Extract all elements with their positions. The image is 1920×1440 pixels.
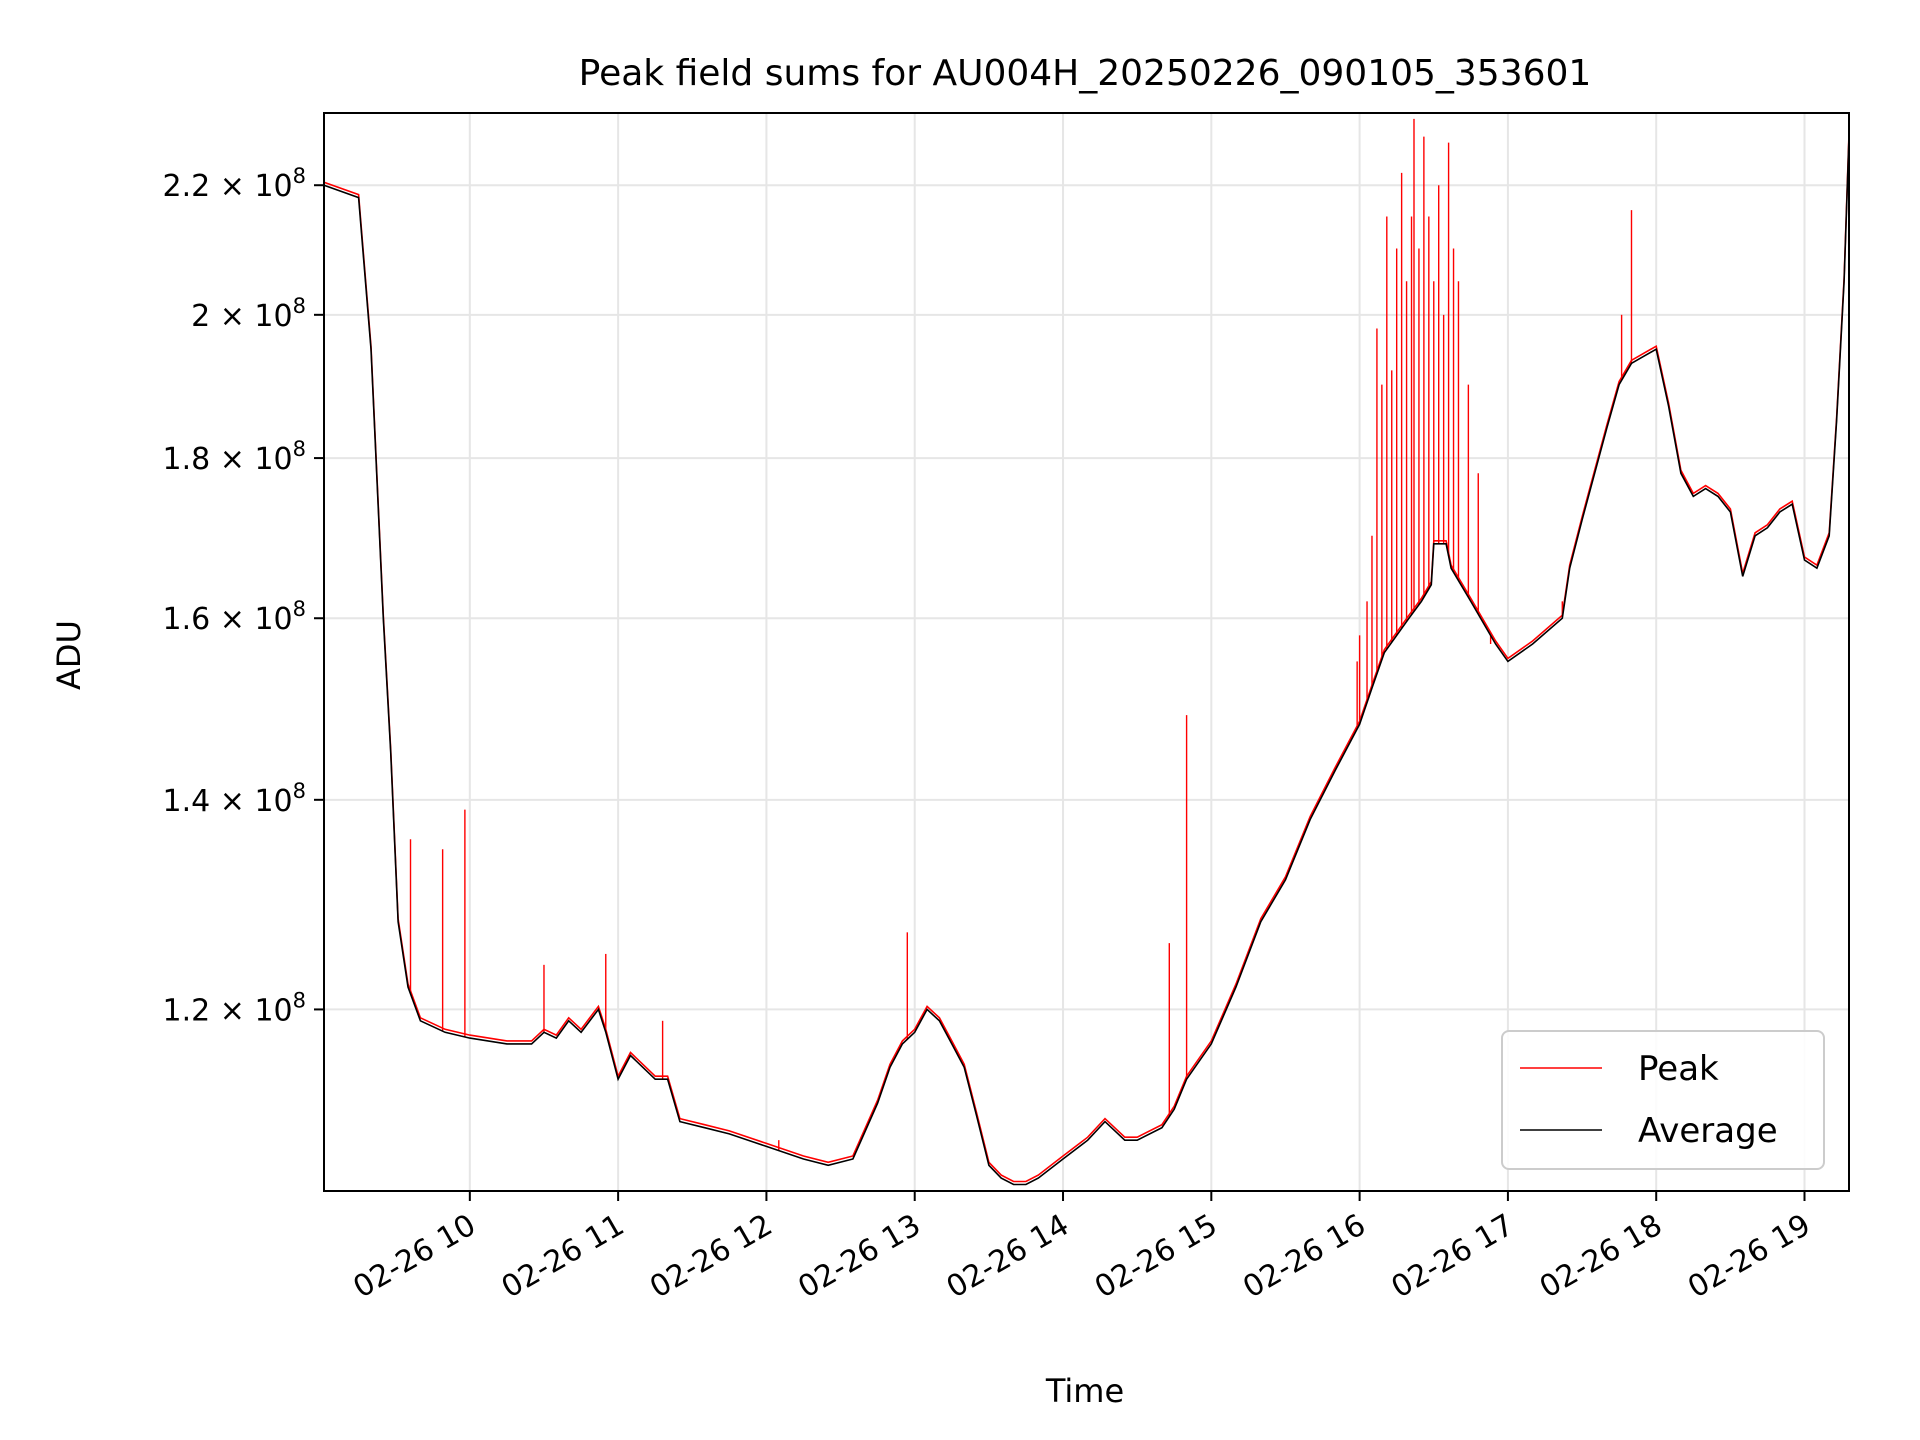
y-tick-label: 2 × 108 — [191, 294, 306, 334]
plot-frame — [323, 112, 1850, 1192]
legend-label-peak: Peak — [1638, 1049, 1719, 1089]
y-tick-label: 2.2 × 108 — [163, 164, 306, 204]
y-tick-label: 1.2 × 108 — [163, 988, 306, 1028]
grid-lines — [324, 113, 1849, 1191]
chart-title: Peak field sums for AU004H_20250226_0901… — [579, 53, 1592, 94]
y-tick-label: 1.8 × 108 — [163, 437, 306, 477]
y-tick-label: 1.4 × 108 — [163, 779, 306, 819]
average-series-line — [323, 136, 1850, 1186]
x-axis-label: Time — [1045, 1372, 1124, 1410]
legend-label-average: Average — [1638, 1111, 1778, 1151]
legend: Peak Average — [1501, 1030, 1825, 1170]
y-tick-label: 1.6 × 108 — [163, 597, 306, 637]
series-layer — [323, 118, 1850, 1186]
legend-box — [1501, 1030, 1825, 1170]
y-axis-label: ADU — [50, 620, 88, 690]
